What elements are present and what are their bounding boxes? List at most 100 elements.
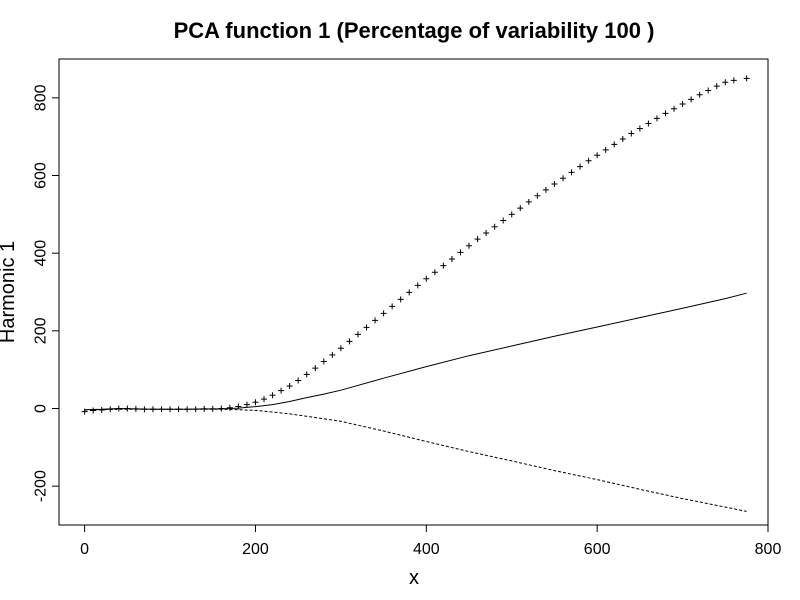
data-point <box>346 338 353 345</box>
x-tick-label: 600 <box>584 541 611 558</box>
x-tick-label: 0 <box>80 541 89 558</box>
y-axis: -200 0 200 400 600 800 <box>33 84 59 502</box>
y-tick-label: 200 <box>33 317 50 344</box>
data-point <box>406 289 413 296</box>
data-point <box>517 205 524 212</box>
y-tick-label: -200 <box>33 470 50 502</box>
data-point <box>107 406 114 413</box>
data-point <box>354 331 361 338</box>
plot-frame <box>58 58 769 526</box>
data-point <box>474 236 481 243</box>
series-dashed <box>84 408 747 512</box>
data-point <box>414 282 421 289</box>
data-point <box>636 125 643 132</box>
y-tick-label: 400 <box>33 240 50 267</box>
data-point <box>559 175 566 182</box>
series-plus <box>81 75 750 415</box>
y-tick-label: 600 <box>33 162 50 189</box>
data-point <box>653 115 660 122</box>
data-point <box>602 146 609 153</box>
x-tick-label: 800 <box>755 541 782 558</box>
data-point <box>295 377 302 384</box>
data-point <box>585 157 592 164</box>
data-point <box>671 105 678 112</box>
data-point <box>115 405 122 412</box>
data-point <box>568 169 575 176</box>
data-point <box>303 371 310 378</box>
x-tick-label: 200 <box>242 541 269 558</box>
data-point <box>423 275 430 282</box>
y-tick-label: 0 <box>33 404 50 413</box>
data-point <box>90 407 97 414</box>
data-point <box>278 387 285 394</box>
data-point <box>628 130 635 137</box>
data-point <box>705 87 712 94</box>
data-point <box>730 77 737 84</box>
data-point <box>525 198 532 205</box>
data-point <box>124 405 131 412</box>
data-point <box>218 405 225 412</box>
x-tick-label: 400 <box>413 541 440 558</box>
data-point <box>209 405 216 412</box>
data-point <box>81 408 88 415</box>
data-point <box>722 79 729 86</box>
data-point <box>312 365 319 372</box>
y-tick-label: 800 <box>33 84 50 111</box>
data-point <box>98 407 105 414</box>
data-point <box>466 242 473 249</box>
data-point <box>577 163 584 170</box>
y-axis-label: Harmonic 1 <box>0 241 19 343</box>
data-point <box>167 406 174 413</box>
data-point <box>500 217 507 224</box>
data-point <box>713 83 720 90</box>
data-point <box>645 120 652 127</box>
x-axis-label: x <box>409 567 419 589</box>
data-point <box>431 269 438 276</box>
data-point <box>508 211 515 218</box>
data-point <box>389 303 396 310</box>
series-layer <box>81 75 750 512</box>
data-point <box>286 382 293 389</box>
data-point <box>226 404 233 411</box>
data-point <box>457 249 464 256</box>
data-point <box>184 406 191 413</box>
data-point <box>534 192 541 199</box>
data-point <box>132 405 139 412</box>
data-point <box>201 405 208 412</box>
data-point <box>696 91 703 98</box>
data-point <box>235 403 242 410</box>
data-point <box>594 152 601 159</box>
data-point <box>192 406 199 413</box>
data-point <box>440 262 447 269</box>
data-point <box>141 406 148 413</box>
data-point <box>337 345 344 352</box>
data-point <box>688 96 695 103</box>
data-point <box>611 141 618 148</box>
data-point <box>175 406 182 413</box>
data-point <box>397 296 404 303</box>
data-point <box>619 135 626 142</box>
data-point <box>679 101 686 108</box>
data-point <box>551 181 558 188</box>
chart-title: PCA function 1 (Percentage of variabilit… <box>174 18 655 43</box>
data-point <box>320 358 327 365</box>
data-point <box>363 324 370 331</box>
data-point <box>149 406 156 413</box>
data-point <box>380 310 387 317</box>
data-point <box>448 255 455 262</box>
data-point <box>269 392 276 399</box>
data-point <box>483 229 490 236</box>
data-point <box>261 396 268 403</box>
x-axis: 0 200 400 600 800 <box>80 525 781 558</box>
data-point <box>662 110 669 117</box>
data-point <box>743 75 750 82</box>
data-point <box>158 406 165 413</box>
data-point <box>329 351 336 358</box>
data-point <box>542 186 549 193</box>
data-point <box>243 401 250 408</box>
data-point <box>372 317 379 324</box>
series-line <box>84 408 747 512</box>
data-point <box>491 223 498 230</box>
